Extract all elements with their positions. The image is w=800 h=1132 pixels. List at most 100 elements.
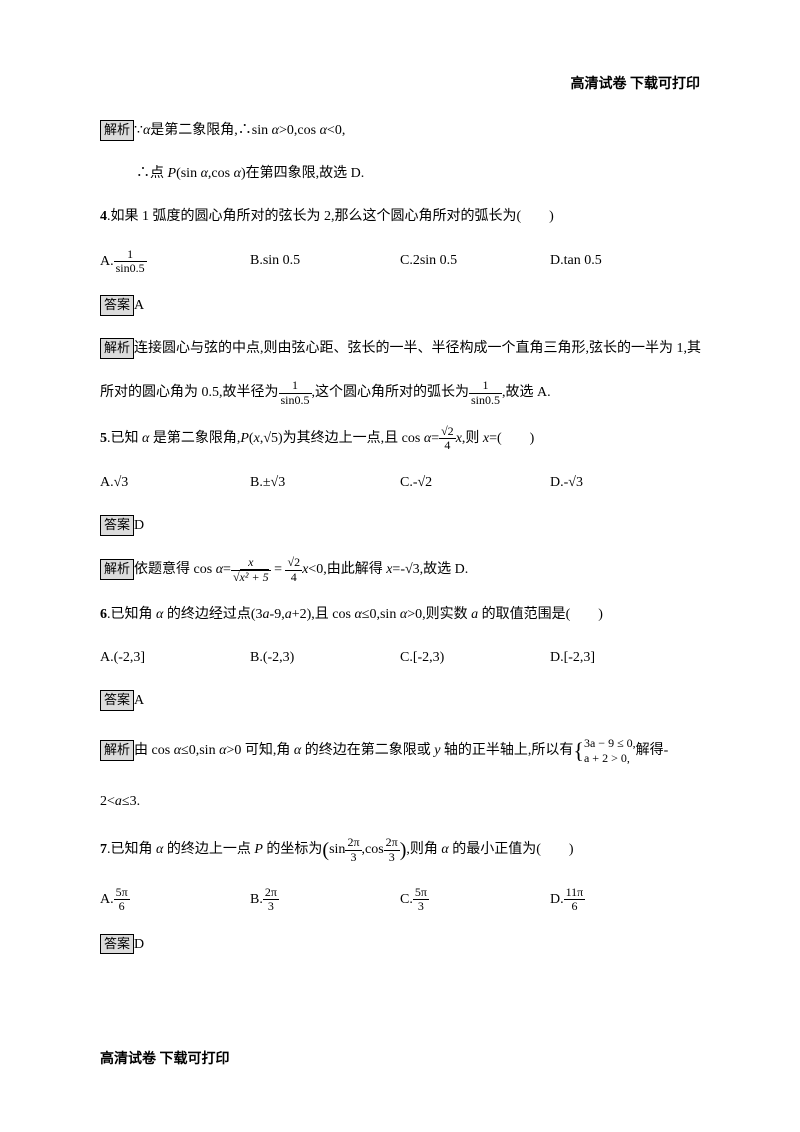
opt-a: A.√3 bbox=[100, 470, 250, 495]
den: 4 bbox=[285, 571, 302, 584]
t: <0,由此解得 bbox=[308, 562, 386, 577]
var-a: a bbox=[285, 607, 292, 622]
t: ≤3. bbox=[122, 794, 140, 809]
q3-analysis-2: ∴点 P(sin α,cos α)在第四象限,故选 D. bbox=[100, 161, 715, 186]
t: >0,则实数 bbox=[407, 607, 471, 622]
fraction: 2π3 bbox=[263, 886, 279, 913]
l: 3a − 9 ≤ 0, bbox=[584, 736, 636, 752]
t: ,√5)为其终边上一点,且 cos bbox=[260, 431, 424, 446]
t: A bbox=[134, 298, 144, 313]
t: ,则角 bbox=[406, 842, 441, 857]
fraction: 11π6 bbox=[564, 886, 586, 913]
answer-label: 答案 bbox=[100, 515, 134, 536]
q-number: 5 bbox=[100, 431, 107, 446]
q6-analysis: 解析由 cos α≤0,sin α>0 可知,角 α 的终边在第二象限或 y 轴… bbox=[100, 731, 715, 771]
t: 2< bbox=[100, 794, 115, 809]
t: C. bbox=[400, 892, 413, 907]
answer-label: 答案 bbox=[100, 934, 134, 955]
t: ∴点 bbox=[136, 166, 168, 181]
t: D. bbox=[550, 892, 564, 907]
fraction: 5π6 bbox=[114, 886, 130, 913]
analysis-label: 解析 bbox=[100, 120, 134, 141]
alpha: α bbox=[272, 123, 279, 138]
fraction: 2π3 bbox=[384, 836, 400, 863]
t: 依题意得 cos bbox=[134, 562, 216, 577]
t: 的终边上一点 bbox=[163, 842, 254, 857]
q4-options: A.1sin0.5 B.sin 0.5 C.2sin 0.5 D.tan 0.5 bbox=[100, 248, 715, 275]
q7-answer: 答案D bbox=[100, 932, 715, 957]
var-P: P bbox=[240, 431, 249, 446]
t: = bbox=[431, 431, 439, 446]
fraction: √24 bbox=[285, 556, 302, 583]
t: 的坐标为 bbox=[263, 842, 323, 857]
t: 解得- bbox=[636, 743, 669, 758]
brace-content: 3a − 9 ≤ 0,a + 2 > 0, bbox=[584, 736, 636, 767]
t: ,这个圆心角所对的弧长为 bbox=[312, 385, 470, 400]
var-P: P bbox=[254, 842, 263, 857]
alpha: α bbox=[354, 607, 361, 622]
opt-b: B.±√3 bbox=[250, 470, 400, 495]
opt-a: A.5π6 bbox=[100, 886, 250, 913]
fraction: 1sin0.5 bbox=[469, 379, 502, 406]
q-number: 7 bbox=[100, 842, 107, 857]
alpha: α bbox=[216, 562, 223, 577]
t: 的终边经过点(3 bbox=[163, 607, 262, 622]
q5-stem: 5.已知 α 是第二象限角,P(x,√5)为其终边上一点,且 cos α=√24… bbox=[100, 425, 715, 452]
t: .如果 1 弧度的圆心角所对的弦长为 2,那么这个圆心角所对的弧长为( ) bbox=[107, 209, 554, 224]
opt-a: A.(-2,3] bbox=[100, 645, 250, 670]
opt-d: D.[-2,3] bbox=[550, 645, 700, 670]
num: 2π bbox=[384, 836, 400, 850]
q4-stem: 4.如果 1 弧度的圆心角所对的弦长为 2,那么这个圆心角所对的弧长为( ) bbox=[100, 204, 715, 229]
num: 11π bbox=[564, 886, 586, 900]
q6-analysis-2: 2<a≤3. bbox=[100, 789, 715, 814]
t: .已知 bbox=[107, 431, 142, 446]
q-number: 4 bbox=[100, 209, 107, 224]
q6-answer: 答案A bbox=[100, 688, 715, 713]
analysis-label: 解析 bbox=[100, 559, 134, 580]
t: ,cos bbox=[362, 842, 384, 857]
t: <0, bbox=[327, 123, 345, 138]
t: = bbox=[223, 562, 231, 577]
num: 1 bbox=[114, 248, 147, 262]
t: ≤0,sin bbox=[181, 743, 219, 758]
fraction: x√x² + 5 bbox=[231, 556, 271, 583]
t: 是第二象限角, bbox=[149, 431, 240, 446]
opt-c: C.-√2 bbox=[400, 470, 550, 495]
q4-analysis-2: 所对的圆心角为 0.5,故半径为1sin0.5,这个圆心角所对的弧长为1sin0… bbox=[100, 379, 715, 406]
opt-d: D.11π6 bbox=[550, 886, 700, 913]
num: 2π bbox=[263, 886, 279, 900]
num: √2 bbox=[439, 425, 456, 439]
den: 3 bbox=[263, 900, 279, 913]
t: D bbox=[134, 937, 144, 952]
q5-answer: 答案D bbox=[100, 513, 715, 538]
t: (sin bbox=[176, 166, 201, 181]
fraction: 1sin0.5 bbox=[279, 379, 312, 406]
fraction: 1sin0.5 bbox=[114, 248, 147, 275]
q5-analysis: 解析依题意得 cos α=x√x² + 5 = √24x<0,由此解得 x=-√… bbox=[100, 556, 715, 583]
den: sin0.5 bbox=[279, 394, 312, 407]
q5-options: A.√3 B.±√3 C.-√2 D.-√3 bbox=[100, 470, 715, 495]
fraction: 5π3 bbox=[413, 886, 429, 913]
t: 所对的圆心角为 0.5,故半径为 bbox=[100, 385, 279, 400]
alpha: α bbox=[320, 123, 327, 138]
t: D bbox=[134, 518, 144, 533]
q7-stem: 7.已知角 α 的终边上一点 P 的坐标为(sin2π3,cos2π3),则角 … bbox=[100, 832, 715, 868]
alpha: α bbox=[234, 166, 241, 181]
fraction: √24 bbox=[439, 425, 456, 452]
answer-label: 答案 bbox=[100, 690, 134, 711]
alpha: α bbox=[201, 166, 208, 181]
den: sin0.5 bbox=[114, 262, 147, 275]
num: 1 bbox=[279, 379, 312, 393]
q-number: 6 bbox=[100, 607, 107, 622]
header-note: 高清试卷 下载可打印 bbox=[571, 72, 701, 97]
num: 2π bbox=[345, 836, 361, 850]
t: >0 可知,角 bbox=[226, 743, 293, 758]
t: 是第二象限角,∴sin bbox=[150, 123, 271, 138]
den: 3 bbox=[345, 851, 361, 864]
var-a: a bbox=[263, 607, 270, 622]
opt-d: D.tan 0.5 bbox=[550, 248, 700, 275]
t: .已知角 bbox=[107, 842, 156, 857]
var-a: a bbox=[115, 794, 122, 809]
den: 3 bbox=[384, 851, 400, 864]
var-P: P bbox=[168, 166, 177, 181]
